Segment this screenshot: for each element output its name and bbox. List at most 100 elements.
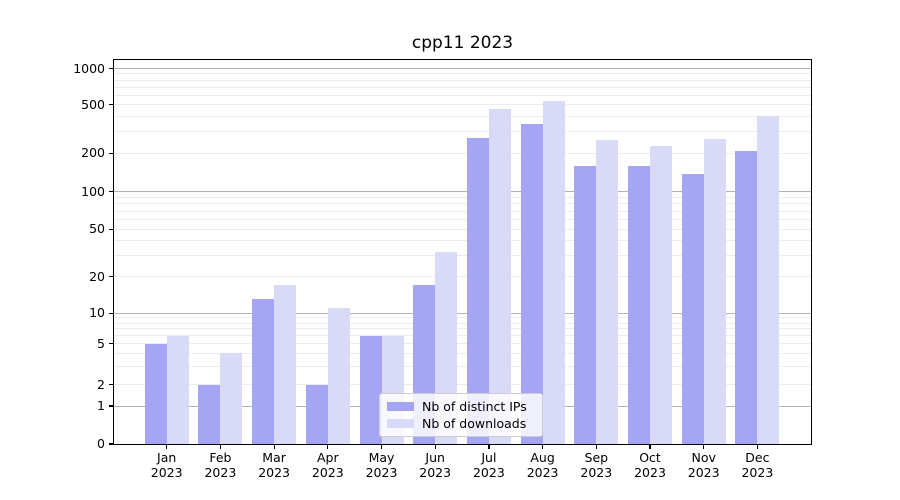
minor-gridline-3: [114, 365, 811, 367]
x-tick-mark-mar: [273, 445, 275, 450]
y-tick-mark-100: [108, 191, 113, 193]
bar-distinct-ips-nov: [681, 173, 704, 444]
y-tick-mark-10: [108, 312, 113, 314]
minor-gridline-40: [114, 240, 811, 242]
x-tick-mark-sep: [595, 445, 597, 450]
bar-downloads-jul: [488, 108, 511, 444]
x-tick-mark-apr: [327, 445, 329, 450]
minor-gridline-700: [114, 86, 811, 88]
y-tick-label-50: 50: [89, 221, 105, 237]
bar-distinct-ips-apr: [305, 384, 328, 444]
y-tick-label-200: 200: [81, 145, 105, 161]
bar-distinct-ips-sep: [574, 165, 597, 444]
bar-downloads-oct: [650, 145, 672, 444]
bar-distinct-ips-feb: [198, 384, 221, 444]
chart-title: cpp11 2023: [411, 33, 514, 53]
x-tick-mark-oct: [649, 445, 651, 450]
x-tick-label-oct: Oct 2023: [634, 450, 666, 480]
y-tick-mark-20: [108, 276, 113, 278]
minor-gridline-5: [114, 343, 811, 344]
y-axis-spine: [112, 59, 114, 445]
major-gridline-10: [114, 312, 811, 314]
y-tick-mark-1: [108, 405, 113, 407]
minor-gridline-4: [114, 352, 811, 354]
bar-downloads-apr: [327, 308, 350, 444]
y-tick-label-5: 5: [97, 335, 105, 351]
x-tick-mark-dec: [756, 445, 759, 450]
x-tick-mark-may: [380, 445, 383, 450]
bar-distinct-ips-jan: [144, 343, 167, 444]
minor-gridline-60: [114, 218, 811, 220]
legend-label-downloads: Nb of downloads: [422, 416, 527, 431]
x-tick-mark-feb: [219, 445, 222, 450]
minor-gridline-70: [114, 210, 811, 212]
bar-distinct-ips-oct: [628, 165, 650, 444]
x-tick-label-jan: Jan 2023: [150, 450, 183, 480]
x-tick-label-may: May 2023: [365, 450, 398, 480]
bar-downloads-feb: [220, 353, 243, 444]
right-spine: [811, 59, 813, 445]
x-tick-label-apr: Apr 2023: [311, 450, 344, 480]
x-tick-mark-nov: [703, 445, 705, 450]
minor-gridline-9: [114, 317, 811, 319]
minor-gridline-50: [114, 228, 811, 230]
minor-gridline-90: [114, 196, 811, 198]
top-spine: [113, 58, 812, 60]
y-tick-label-20: 20: [89, 268, 105, 284]
major-gridline-1000: [114, 68, 811, 69]
y-tick-label-1000: 1000: [73, 60, 105, 76]
x-tick-label-aug: Aug 2023: [526, 450, 559, 480]
minor-gridline-400: [114, 115, 811, 117]
legend-row-downloads: Nb of downloads: [387, 416, 534, 431]
legend-swatch-downloads: [387, 418, 414, 429]
y-tick-mark-50: [108, 228, 113, 230]
minor-gridline-30: [114, 255, 811, 257]
legend-swatch-distinct-ips: [387, 401, 414, 412]
x-tick-label-nov: Nov 2023: [687, 450, 720, 480]
bar-distinct-ips-aug: [520, 124, 543, 444]
minor-gridline-300: [114, 131, 811, 133]
x-axis-spine: [113, 444, 812, 446]
bar-distinct-ips-mar: [252, 299, 275, 444]
minor-gridline-80: [114, 203, 811, 205]
y-tick-label-10: 10: [89, 305, 105, 321]
x-tick-label-dec: Dec 2023: [741, 450, 774, 480]
bar-distinct-ips-dec: [735, 150, 758, 444]
y-tick-mark-200: [108, 152, 113, 154]
minor-gridline-6: [114, 335, 811, 337]
minor-gridline-200: [114, 152, 811, 154]
y-tick-mark-1000: [108, 67, 113, 70]
y-tick-label-2: 2: [97, 376, 105, 392]
legend-label-distinct-ips: Nb of distinct IPs: [422, 399, 527, 414]
x-tick-label-jul: Jul 2023: [472, 450, 505, 480]
minor-gridline-7: [114, 328, 811, 330]
minor-gridline-2: [114, 384, 811, 385]
minor-gridline-20: [114, 276, 811, 278]
y-tick-label-0: 0: [97, 436, 105, 451]
y-tick-label-1: 1: [97, 398, 105, 413]
minor-gridline-900: [114, 73, 811, 75]
plot-area: [112, 58, 813, 446]
x-tick-mark-jan: [166, 445, 168, 450]
x-tick-mark-aug: [542, 445, 544, 450]
bar-downloads-jan: [166, 335, 189, 444]
legend: Nb of distinct IPs Nb of downloads: [379, 393, 543, 437]
bar-distinct-ips-jul: [466, 138, 489, 444]
x-tick-mark-jul: [488, 445, 490, 450]
y-tick-label-500: 500: [81, 96, 105, 112]
y-tick-mark-0: [108, 443, 113, 445]
x-tick-label-feb: Feb 2023: [204, 450, 237, 480]
x-tick-label-sep: Sep 2023: [580, 450, 613, 480]
y-tick-label-100: 100: [81, 183, 105, 199]
x-tick-mark-jun: [434, 445, 436, 450]
minor-gridline-500: [114, 104, 811, 105]
y-tick-mark-5: [108, 342, 113, 345]
minor-gridline-8: [114, 322, 811, 324]
bar-downloads-dec: [757, 116, 780, 444]
minor-gridline-800: [114, 79, 811, 81]
bar-downloads-nov: [703, 139, 726, 444]
bar-distinct-ips-may: [359, 335, 382, 444]
minor-gridline-600: [114, 94, 811, 96]
bar-downloads-aug: [542, 100, 565, 444]
